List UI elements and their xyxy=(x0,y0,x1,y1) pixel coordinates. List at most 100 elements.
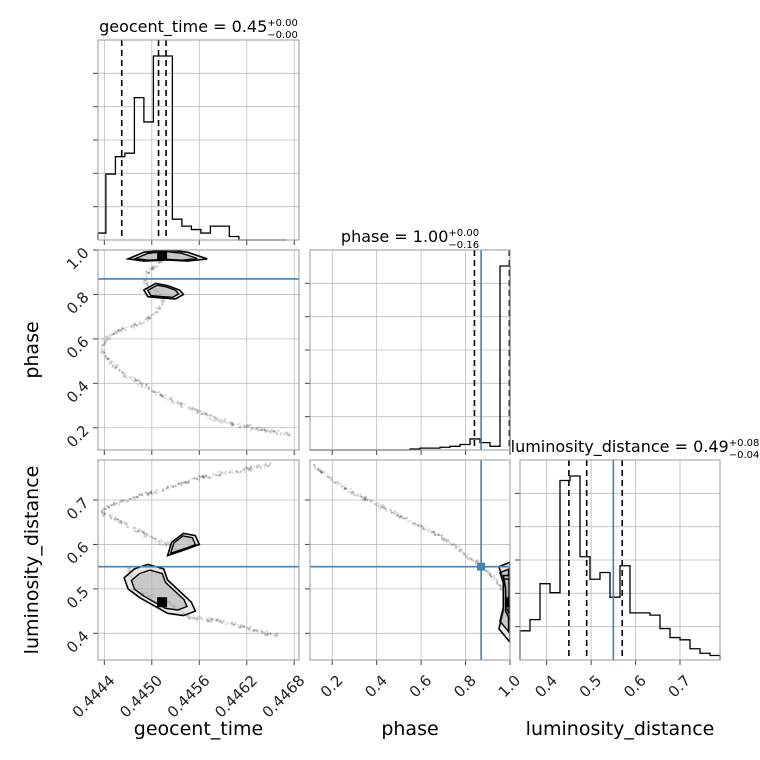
scatter-geocent-time-phase-sample xyxy=(187,406,190,409)
scatter-geocent-time-luminosity-distance-sample xyxy=(123,522,126,525)
scatter-geocent-time-luminosity-distance-sample xyxy=(154,537,157,541)
scatter-phase-luminosity-distance-sample xyxy=(393,512,396,515)
scatter-phase-luminosity-distance-sample xyxy=(470,558,473,561)
scatter-geocent-time-phase-sample xyxy=(258,428,261,432)
scatter-phase-luminosity-distance-sample xyxy=(476,558,479,562)
scatter-geocent-time-luminosity-distance-sample xyxy=(243,470,247,473)
scatter-geocent-time-luminosity-distance-sample xyxy=(148,491,151,494)
scatter-geocent-time-luminosity-distance-sample xyxy=(119,500,122,503)
hist-luminosity-distance-title: luminosity_distance = 0.49+0.08 −0.04 xyxy=(511,437,760,461)
scatter-phase-luminosity-distance-sample xyxy=(344,487,347,490)
scatter-geocent-time-luminosity-distance-sample xyxy=(110,516,113,519)
scatter-geocent-time-luminosity-distance-sample xyxy=(268,463,271,466)
scatter-phase-luminosity-distance-sample xyxy=(422,526,425,530)
scatter-phase-luminosity-distance-sample xyxy=(368,499,372,502)
scatter-geocent-time-phase-sample xyxy=(123,328,126,331)
scatter-geocent-time-phase-sample xyxy=(120,371,124,374)
scatter-geocent-time-luminosity-distance-sample xyxy=(139,493,142,496)
scatter-geocent-time-phase-sample xyxy=(180,401,183,404)
scatter-geocent-time-luminosity-distance-sample xyxy=(155,538,158,541)
scatter-geocent-time-luminosity-distance-sample xyxy=(114,519,117,522)
scatter-geocent-time-phase-sample xyxy=(190,406,193,410)
scatter-geocent-time-luminosity-distance-sample xyxy=(269,462,272,465)
scatter-geocent-time-luminosity-distance-sample xyxy=(202,474,205,478)
scatter-geocent-time-luminosity-distance-sample xyxy=(267,465,270,468)
hist-luminosity-distance-steps xyxy=(519,475,721,660)
scatter-phase-luminosity-distance-sample xyxy=(398,515,401,518)
scatter-geocent-time-luminosity-distance-sample xyxy=(149,535,152,538)
scatter-geocent-time-luminosity-distance-sample xyxy=(144,535,147,538)
scatter-geocent-time-phase-sample xyxy=(147,272,150,275)
scatter-geocent-time-luminosity-distance-sample xyxy=(211,473,214,476)
scatter-geocent-time-luminosity-distance-sample xyxy=(103,507,106,510)
scatter-phase-luminosity-distance-sample xyxy=(438,534,441,537)
scatter-geocent-time-luminosity-distance-sample xyxy=(110,514,113,517)
scatter-geocent-time-phase-sample xyxy=(203,411,206,414)
scatter-phase-luminosity-distance-sample xyxy=(443,538,446,541)
scatter-geocent-time-phase-sample xyxy=(106,335,109,339)
scatter-geocent-time-phase-sample xyxy=(139,322,142,325)
scatter-geocent-time-phase-sample xyxy=(272,429,275,432)
scatter-phase-luminosity-distance-sample xyxy=(433,530,436,534)
scatter-geocent-time-phase-sample xyxy=(160,393,163,396)
scatter-geocent-time-phase-sample xyxy=(162,394,165,397)
scatter-geocent-time-phase-sample xyxy=(275,432,278,435)
scatter-geocent-time-luminosity-distance-sample xyxy=(245,468,248,471)
hist-phase-title-plus: +0.00 xyxy=(448,228,479,239)
scatter-geocent-time-phase-sample xyxy=(158,260,161,264)
scatter-geocent-time-luminosity-distance-sample xyxy=(171,485,175,488)
scatter-geocent-time-phase-sample xyxy=(250,426,253,429)
scatter-geocent-time-luminosity-distance-sample xyxy=(150,491,153,494)
scatter-phase-luminosity-distance-sample xyxy=(493,576,496,579)
scatter-geocent-time-phase-sample xyxy=(110,359,113,363)
scatter-phase-luminosity-distance-sample xyxy=(489,572,492,575)
scatter-geocent-time-phase-sample xyxy=(113,332,116,335)
scatter-geocent-time-luminosity-distance-sample xyxy=(220,472,223,475)
scatter-geocent-time-luminosity-distance-sample xyxy=(202,475,205,478)
scatter-geocent-time-luminosity-distance-sample xyxy=(248,626,252,629)
scatter-geocent-time-luminosity-distance-contour-inner-1 xyxy=(169,535,197,555)
scatter-geocent-time-luminosity-distance-sample xyxy=(187,616,190,620)
scatter-phase-luminosity-distance-sample xyxy=(496,579,499,582)
scatter-geocent-time-phase-sample xyxy=(214,419,217,422)
scatter-phase-luminosity-distance-content xyxy=(310,460,510,660)
scatter-geocent-time-luminosity-distance-sample xyxy=(234,622,237,625)
scatter-geocent-time-luminosity-distance-sample xyxy=(202,475,205,478)
scatter-geocent-time-phase-sample xyxy=(159,394,162,397)
scatter-phase-luminosity-distance-sample xyxy=(355,494,358,497)
scatter-geocent-time-phase-sample xyxy=(172,400,175,403)
scatter-geocent-time-luminosity-distance-sample xyxy=(252,628,256,632)
scatter-geocent-time-luminosity-distance-sample xyxy=(247,468,250,471)
scatter-geocent-time-luminosity-distance-sample xyxy=(213,473,216,476)
scatter-geocent-time-luminosity-distance-sample xyxy=(147,493,150,496)
scatter-geocent-time-luminosity-distance-sample xyxy=(110,504,113,507)
hist-phase-title-main: phase = 1.00 xyxy=(341,227,448,246)
scatter-geocent-time-phase-sample xyxy=(279,431,282,434)
scatter-geocent-time-phase-sample xyxy=(135,379,138,383)
scatter-geocent-time-luminosity-distance-sample xyxy=(207,618,210,621)
scatter-geocent-time-phase-sample xyxy=(154,391,157,394)
scatter-geocent-time-phase-sample xyxy=(263,429,266,432)
scatter-geocent-time-luminosity-distance-sample xyxy=(209,476,212,479)
scatter-geocent-time-luminosity-distance-sample xyxy=(153,491,156,494)
scatter-geocent-time-luminosity-distance-sample xyxy=(158,543,161,546)
scatter-phase-luminosity-distance-sample xyxy=(343,487,346,490)
scatter-phase-luminosity-distance-sample xyxy=(325,474,329,477)
scatter-phase-luminosity-distance-sample xyxy=(360,495,364,498)
scatter-geocent-time-luminosity-distance-sample xyxy=(126,526,129,529)
scatter-phase-luminosity-distance-sample xyxy=(364,497,368,500)
scatter-phase-luminosity-distance-sample xyxy=(412,522,415,525)
scatter-geocent-time-luminosity-distance-sample xyxy=(197,474,200,477)
scatter-geocent-time-phase-sample xyxy=(263,429,266,432)
ytick-label-luminosity-distance-1: 0.5 xyxy=(63,583,93,613)
scatter-geocent-time-luminosity-distance-sample xyxy=(195,477,198,480)
scatter-geocent-time-luminosity-distance-sample xyxy=(215,474,218,477)
scatter-geocent-time-luminosity-distance-sample xyxy=(206,620,209,623)
scatter-geocent-time-luminosity-distance-sample xyxy=(177,483,180,486)
scatter-geocent-time-phase-sample xyxy=(168,397,171,400)
scatter-geocent-time-luminosity-distance-sample xyxy=(196,617,199,621)
scatter-geocent-time-phase-sample xyxy=(134,379,138,382)
xtick-label-luminosity-distance-0: 0.4 xyxy=(531,672,561,702)
scatter-phase-luminosity-distance-sample xyxy=(445,538,448,541)
scatter-geocent-time-luminosity-distance-sample xyxy=(249,466,252,469)
